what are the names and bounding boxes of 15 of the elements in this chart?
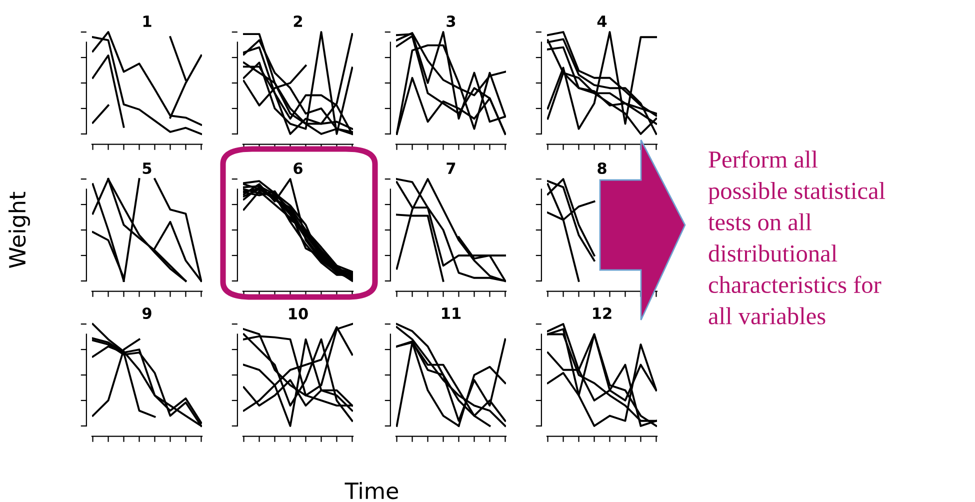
- chart-title: 12: [593, 307, 612, 319]
- chart-title: 8: [598, 162, 606, 174]
- chart-title: 10: [289, 308, 308, 320]
- chart-title: 9: [142, 308, 152, 320]
- text: Perform all possible statistical tests on all distributional characteristics for all variables: [708, 150, 886, 324]
- chart-title: 4: [597, 16, 607, 27]
- chart-title: 3: [446, 15, 456, 28]
- x-axis-title: Time: [344, 482, 398, 500]
- chart-title: 1: [143, 16, 152, 27]
- chart-title: 6: [294, 162, 302, 174]
- chart-title: 11: [442, 308, 461, 319]
- chart-title: 2: [294, 15, 302, 27]
- y-axis-title: Weight: [8, 192, 30, 268]
- chart-title: 7: [446, 162, 456, 174]
- chart-title: 5: [142, 162, 152, 174]
